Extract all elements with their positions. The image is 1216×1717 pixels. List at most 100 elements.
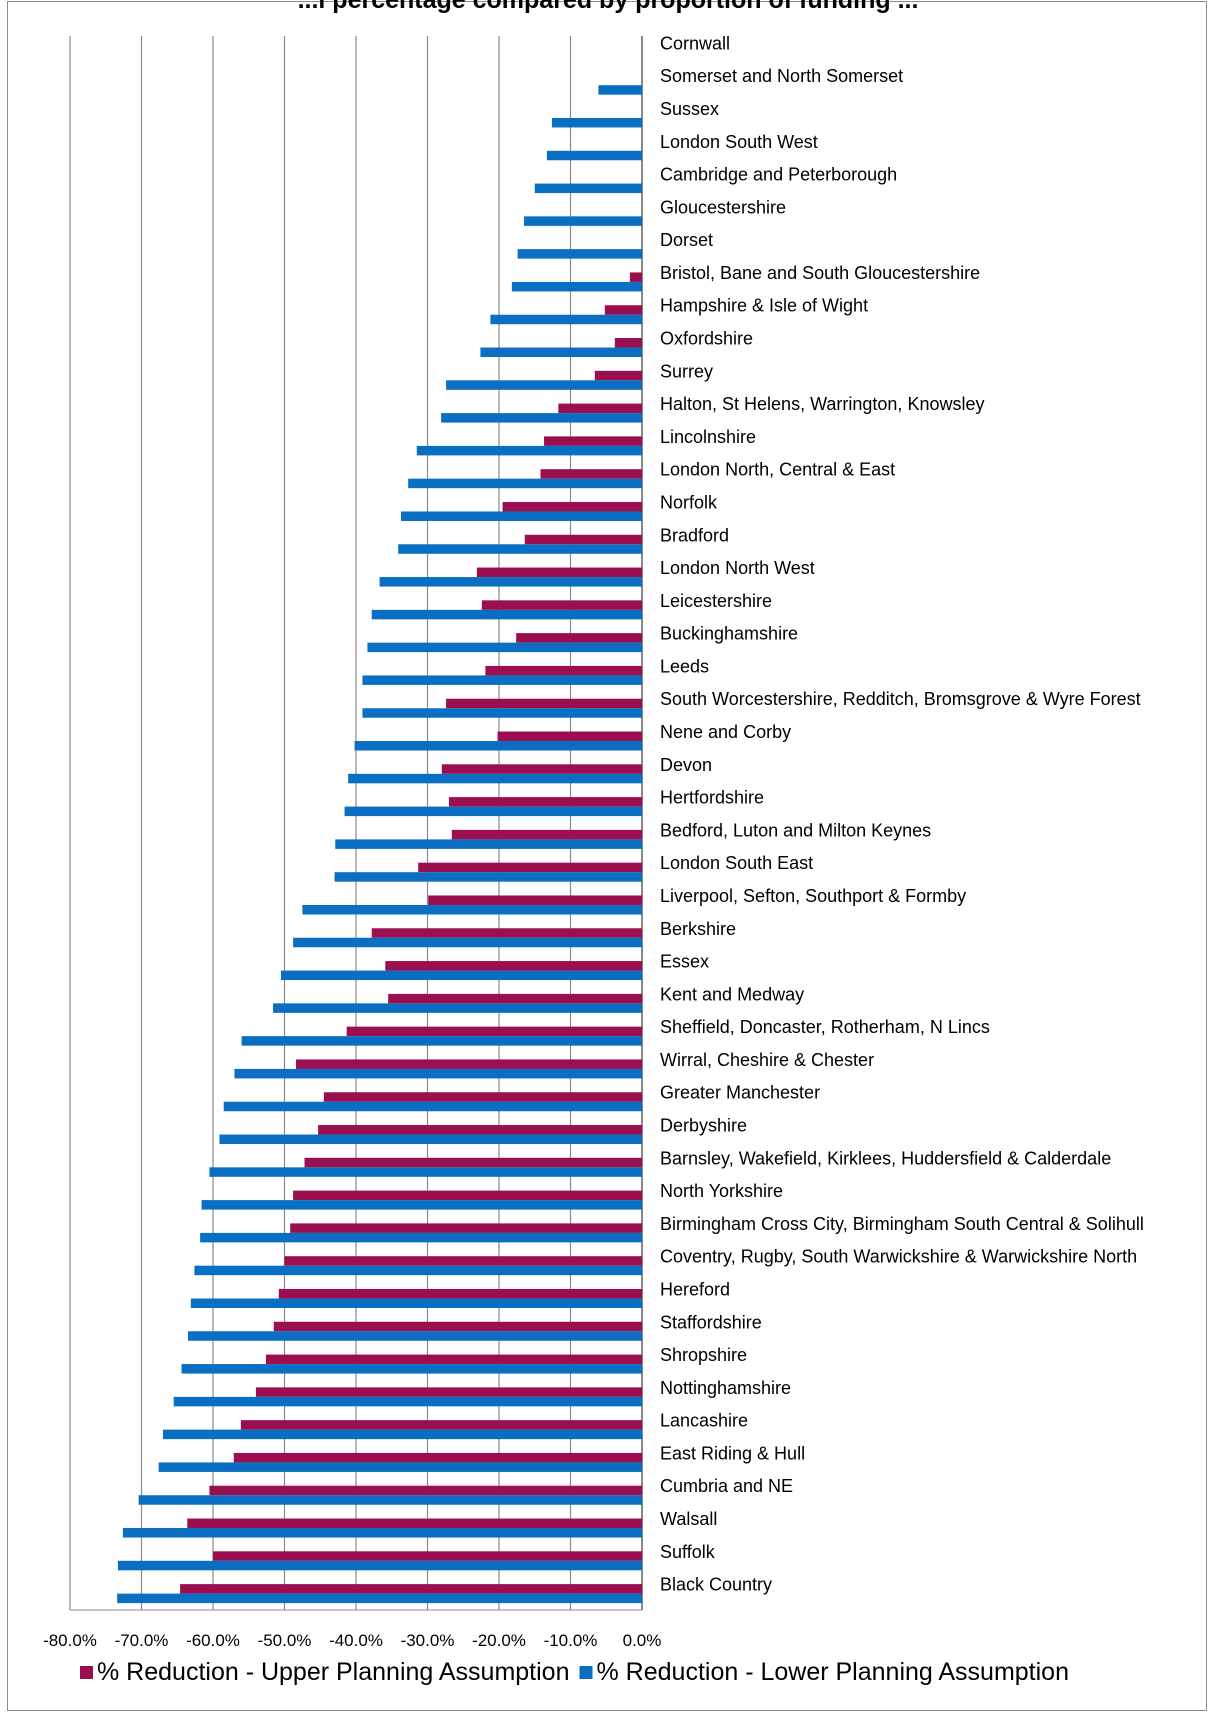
- bar-upper: [371, 928, 642, 938]
- bar-lower: [480, 347, 642, 358]
- legend-label: % Reduction - Lower Planning Assumption: [597, 1658, 1070, 1686]
- bar-lower: [598, 85, 642, 95]
- category-label: Birmingham Cross City, Birmingham South …: [660, 1214, 1144, 1234]
- category-label: Greater Manchester: [660, 1083, 820, 1103]
- bar-upper: [516, 633, 642, 643]
- bar-lower: [362, 675, 642, 685]
- category-label: Black Country: [660, 1575, 772, 1595]
- category-label: Bristol, Bane and South Gloucestershire: [660, 263, 980, 283]
- bar-upper: [346, 1026, 642, 1037]
- x-tick-label: -40.0%: [329, 1631, 383, 1650]
- bar-lower: [190, 1298, 642, 1308]
- bar-lower: [398, 544, 642, 554]
- legend-swatch: [579, 1666, 593, 1679]
- bar-lower: [158, 1462, 642, 1472]
- category-label: Staffordshire: [660, 1312, 762, 1332]
- category-label: Wirral, Cheshire & Chester: [660, 1050, 874, 1070]
- bar-lower: [379, 577, 642, 587]
- bar-upper: [524, 534, 642, 545]
- bar-upper: [240, 1420, 642, 1430]
- bar-upper: [278, 1288, 642, 1299]
- bar-lower: [122, 1528, 642, 1538]
- category-label: Leeds: [660, 656, 709, 676]
- bar-upper: [629, 272, 642, 282]
- bar-upper: [418, 862, 642, 873]
- x-tick-label: -20.0%: [472, 1631, 526, 1650]
- category-label: London North, Central & East: [660, 460, 895, 480]
- bar-upper: [614, 338, 642, 348]
- bar-lower: [201, 1200, 642, 1210]
- bar-upper: [273, 1321, 642, 1332]
- bar-lower: [511, 281, 642, 292]
- legend-label: % Reduction - Upper Planning Assumption: [97, 1658, 570, 1686]
- bar-lower: [181, 1364, 643, 1374]
- x-tick-label: -70.0%: [115, 1631, 169, 1650]
- bar-lower: [302, 904, 642, 915]
- bar-lower: [209, 1167, 643, 1177]
- legend-swatch: [80, 1666, 93, 1679]
- bar-lower: [344, 806, 642, 817]
- category-label: London South East: [660, 853, 813, 873]
- category-label: Nottinghamshire: [660, 1378, 791, 1398]
- category-label: Sheffield, Doncaster, Rotherham, N Lincs: [660, 1017, 990, 1037]
- category-label: Hereford: [660, 1279, 730, 1299]
- bar-upper: [594, 370, 642, 381]
- category-label: Walsall: [660, 1509, 717, 1529]
- bar-upper: [323, 1092, 642, 1102]
- category-label: Berkshire: [660, 919, 736, 939]
- bar-upper: [265, 1354, 642, 1365]
- chart-frame: [7, 1, 1207, 1711]
- bar-upper: [497, 731, 642, 742]
- bar-upper: [544, 436, 642, 446]
- category-label: North Yorkshire: [660, 1181, 783, 1201]
- bar-lower: [234, 1068, 642, 1079]
- category-label: East Riding & Hull: [660, 1443, 805, 1463]
- category-label: Cornwall: [660, 33, 730, 53]
- bar-upper: [451, 829, 642, 840]
- bar-lower: [490, 314, 642, 325]
- bar-lower: [280, 970, 642, 981]
- bar-lower: [446, 380, 642, 390]
- category-label: Liverpool, Sefton, Southport & Formby: [660, 886, 966, 906]
- category-label: Essex: [660, 952, 709, 972]
- bar-lower: [367, 642, 642, 653]
- bar-lower: [416, 445, 642, 456]
- x-tick-label: -80.0%: [43, 1631, 97, 1650]
- bar-upper: [304, 1157, 642, 1168]
- bar-lower: [273, 1003, 642, 1013]
- bar-lower: [354, 741, 642, 751]
- bar-upper: [385, 961, 642, 971]
- bar-upper: [558, 403, 642, 414]
- x-tick-label: -10.0%: [544, 1631, 598, 1650]
- bar-lower: [187, 1331, 642, 1341]
- category-label: Lancashire: [660, 1411, 748, 1431]
- category-label: Dorset: [660, 230, 713, 250]
- category-label: Sussex: [660, 99, 719, 119]
- bar-lower: [117, 1593, 642, 1604]
- category-label: Oxfordshire: [660, 329, 753, 349]
- bar-lower: [441, 413, 642, 423]
- category-label: Surrey: [660, 361, 713, 381]
- category-label: Shropshire: [660, 1345, 747, 1365]
- bar-lower: [401, 511, 642, 521]
- category-label: Bedford, Luton and Milton Keynes: [660, 820, 931, 840]
- bar-upper: [428, 895, 642, 905]
- category-label: Suffolk: [660, 1542, 716, 1562]
- bar-upper: [476, 567, 642, 578]
- category-label: South Worcestershire, Redditch, Bromsgro…: [660, 689, 1141, 709]
- bar-upper: [295, 1059, 642, 1069]
- bar-lower: [223, 1101, 642, 1112]
- category-label: Hertfordshire: [660, 788, 764, 808]
- bar-lower: [335, 839, 642, 849]
- bar-upper: [485, 665, 642, 676]
- category-label: Barnsley, Wakefield, Kirklees, Huddersfi…: [660, 1148, 1111, 1168]
- bar-upper: [446, 698, 642, 709]
- bar-upper: [318, 1125, 642, 1135]
- bar-lower: [534, 183, 642, 194]
- x-tick-label: -30.0%: [401, 1631, 455, 1650]
- bar-lower: [117, 1560, 642, 1571]
- category-label: Nene and Corby: [660, 722, 791, 742]
- category-label: Derbyshire: [660, 1116, 747, 1136]
- category-label: Cumbria and NE: [660, 1476, 793, 1496]
